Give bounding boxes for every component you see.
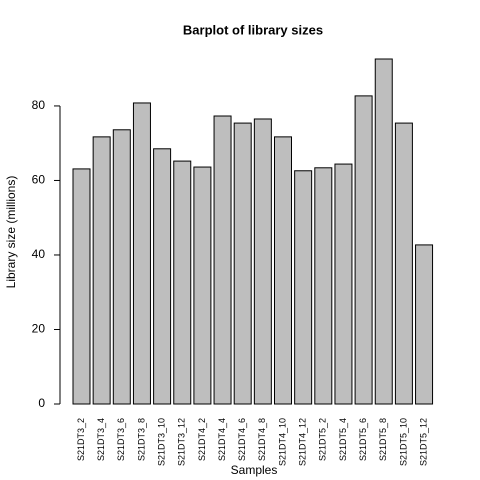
y-tick-label: 0 bbox=[38, 396, 45, 410]
x-tick-label: S21DT4_12 bbox=[298, 418, 308, 466]
y-axis-label: Library size (millions) bbox=[4, 176, 18, 289]
x-tick-label: S21DT4_8 bbox=[257, 418, 267, 461]
x-tick-label: S21DT3_6 bbox=[116, 418, 126, 461]
bar bbox=[354, 95, 373, 405]
y-tick-label: 40 bbox=[32, 247, 46, 261]
bar bbox=[334, 163, 353, 405]
bar bbox=[173, 160, 192, 405]
x-tick-label: S21DT5_10 bbox=[398, 418, 408, 466]
bar bbox=[394, 122, 413, 405]
bar bbox=[92, 136, 111, 405]
x-tick-label: S21DT5_4 bbox=[338, 418, 348, 461]
x-tick-label: S21DT5_6 bbox=[358, 418, 368, 461]
bar bbox=[233, 122, 252, 405]
bar bbox=[253, 118, 272, 405]
y-tick-label: 20 bbox=[32, 322, 46, 336]
bar bbox=[112, 129, 131, 405]
x-tick-label: S21DT3_2 bbox=[76, 418, 86, 461]
x-tick-label: S21DT3_10 bbox=[156, 418, 166, 466]
bar bbox=[274, 136, 292, 405]
x-tick-label: S21DT4_10 bbox=[277, 418, 287, 466]
bar bbox=[72, 168, 91, 405]
bar bbox=[213, 115, 232, 405]
bar bbox=[415, 244, 434, 405]
bar bbox=[314, 167, 333, 405]
x-tick-label: S21DT3_12 bbox=[177, 418, 187, 466]
bar bbox=[374, 58, 393, 405]
y-tick-label: 60 bbox=[32, 173, 46, 187]
x-tick-label: S21DT5_12 bbox=[418, 418, 428, 466]
x-tick-label: S21DT4_4 bbox=[217, 418, 227, 461]
x-tick-label: S21DT3_8 bbox=[136, 418, 146, 461]
chart-title: Barplot of library sizes bbox=[183, 22, 323, 37]
x-tick-label: S21DT5_8 bbox=[378, 418, 388, 461]
x-tick-label: S21DT3_4 bbox=[96, 418, 106, 461]
x-tick-label: S21DT4_2 bbox=[197, 418, 207, 461]
bar bbox=[193, 166, 212, 405]
x-axis-label: Samples bbox=[231, 463, 278, 477]
y-tick-label: 80 bbox=[32, 98, 46, 112]
bar bbox=[132, 102, 151, 405]
bar bbox=[294, 170, 313, 405]
x-tick-label: S21DT4_6 bbox=[237, 418, 247, 461]
x-tick-label: S21DT5_2 bbox=[318, 418, 328, 461]
bar bbox=[153, 148, 172, 405]
